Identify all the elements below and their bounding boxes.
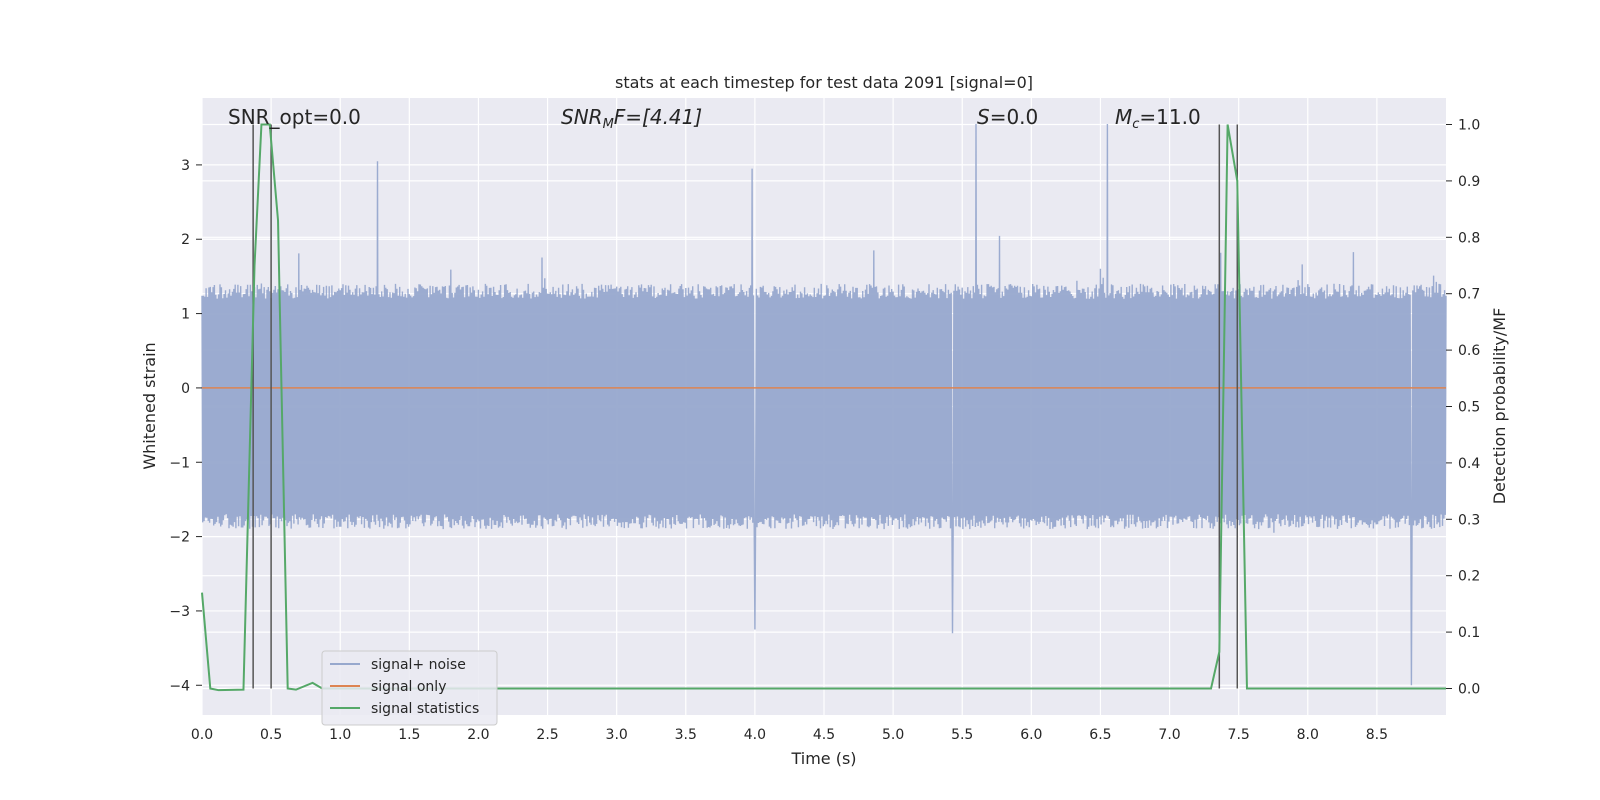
legend-label-signal: signal only	[371, 679, 446, 695]
y2-tick-label: 0.2	[1458, 569, 1480, 585]
x-tick-label: 1.5	[398, 727, 420, 743]
y2-tick-label: 0.8	[1458, 230, 1480, 246]
x-tick-label: 2.0	[467, 727, 489, 743]
y-tick-label: 3	[181, 158, 190, 174]
y-tick-label: −3	[169, 604, 190, 620]
y2-tick-label: 0.9	[1458, 174, 1480, 190]
y-axis-label: Whitened strain	[140, 342, 159, 469]
y2-tick-label: 0.5	[1458, 400, 1480, 416]
x-tick-label: 5.5	[951, 727, 973, 743]
legend-box	[321, 650, 498, 726]
x-tick-label: 5.0	[882, 727, 904, 743]
x-tick-label: 0.0	[191, 727, 213, 743]
x-tick-label: 1.0	[329, 727, 351, 743]
y-tick-label: 1	[181, 307, 190, 323]
x-tick-label: 8.0	[1297, 727, 1319, 743]
x-axis-label: Time (s)	[790, 749, 856, 768]
annotation-snr-opt: SNR_opt=0.0	[228, 105, 361, 129]
y2-tick-label: 0.6	[1458, 343, 1480, 359]
legend-label-noise: signal+ noise	[371, 657, 466, 673]
y2-tick-label: 1.0	[1458, 118, 1480, 134]
x-tick-label: 6.5	[1089, 727, 1111, 743]
x-tick-label: 3.0	[606, 727, 628, 743]
legend: signal+ noise signal only signal statist…	[321, 650, 498, 726]
y2-tick-label: 0.1	[1458, 625, 1480, 641]
y2-axis-label: Detection probability/MF	[1490, 308, 1509, 505]
annotation-mc: Mc=11.0	[1115, 105, 1201, 132]
x-tick-label: 3.5	[675, 727, 697, 743]
y-tick-label: 0	[181, 381, 190, 397]
y2-tick-label: 0.3	[1458, 512, 1480, 528]
y-tick-label: 2	[181, 232, 190, 248]
x-ticks: 0.0 0.5 1.0 1.5 2.0 2.5 3.0 3.5 4.0 4.5 5.0 5.5 6.0 6…	[191, 727, 1388, 743]
y2-tick-label: 0.0	[1458, 681, 1480, 697]
y2-ticks: 1.0 0.9 0.8 0.7 0.6 0.5 0.4 0.3 0.2 0.1 0.0	[1446, 118, 1480, 697]
annotation-s: S=0.0	[977, 105, 1038, 129]
y-ticks: 3 2 1 0 −1 −2 −3 −4	[169, 158, 202, 694]
x-tick-label: 4.5	[813, 727, 835, 743]
y-tick-label: −4	[169, 678, 190, 694]
y-tick-label: −1	[169, 455, 190, 471]
x-tick-label: 2.5	[536, 727, 558, 743]
y2-tick-label: 0.7	[1458, 287, 1480, 303]
legend-label-stats: signal statistics	[371, 701, 479, 717]
x-tick-label: 4.0	[744, 727, 766, 743]
chart-title: stats at each timestep for test data 209…	[615, 73, 1033, 92]
statistics-line	[201, 123, 1446, 692]
y2-tick-label: 0.4	[1458, 456, 1480, 472]
x-tick-label: 7.0	[1158, 727, 1180, 743]
signal-statistics-series	[201, 123, 1446, 692]
y-tick-label: −2	[169, 530, 190, 546]
x-tick-label: 7.5	[1228, 727, 1250, 743]
x-tick-label: 0.5	[260, 727, 282, 743]
x-tick-label: 8.5	[1366, 727, 1388, 743]
annotation-snr-mf: SNRMF=[4.41]	[561, 105, 702, 132]
x-tick-label: 6.0	[1020, 727, 1042, 743]
